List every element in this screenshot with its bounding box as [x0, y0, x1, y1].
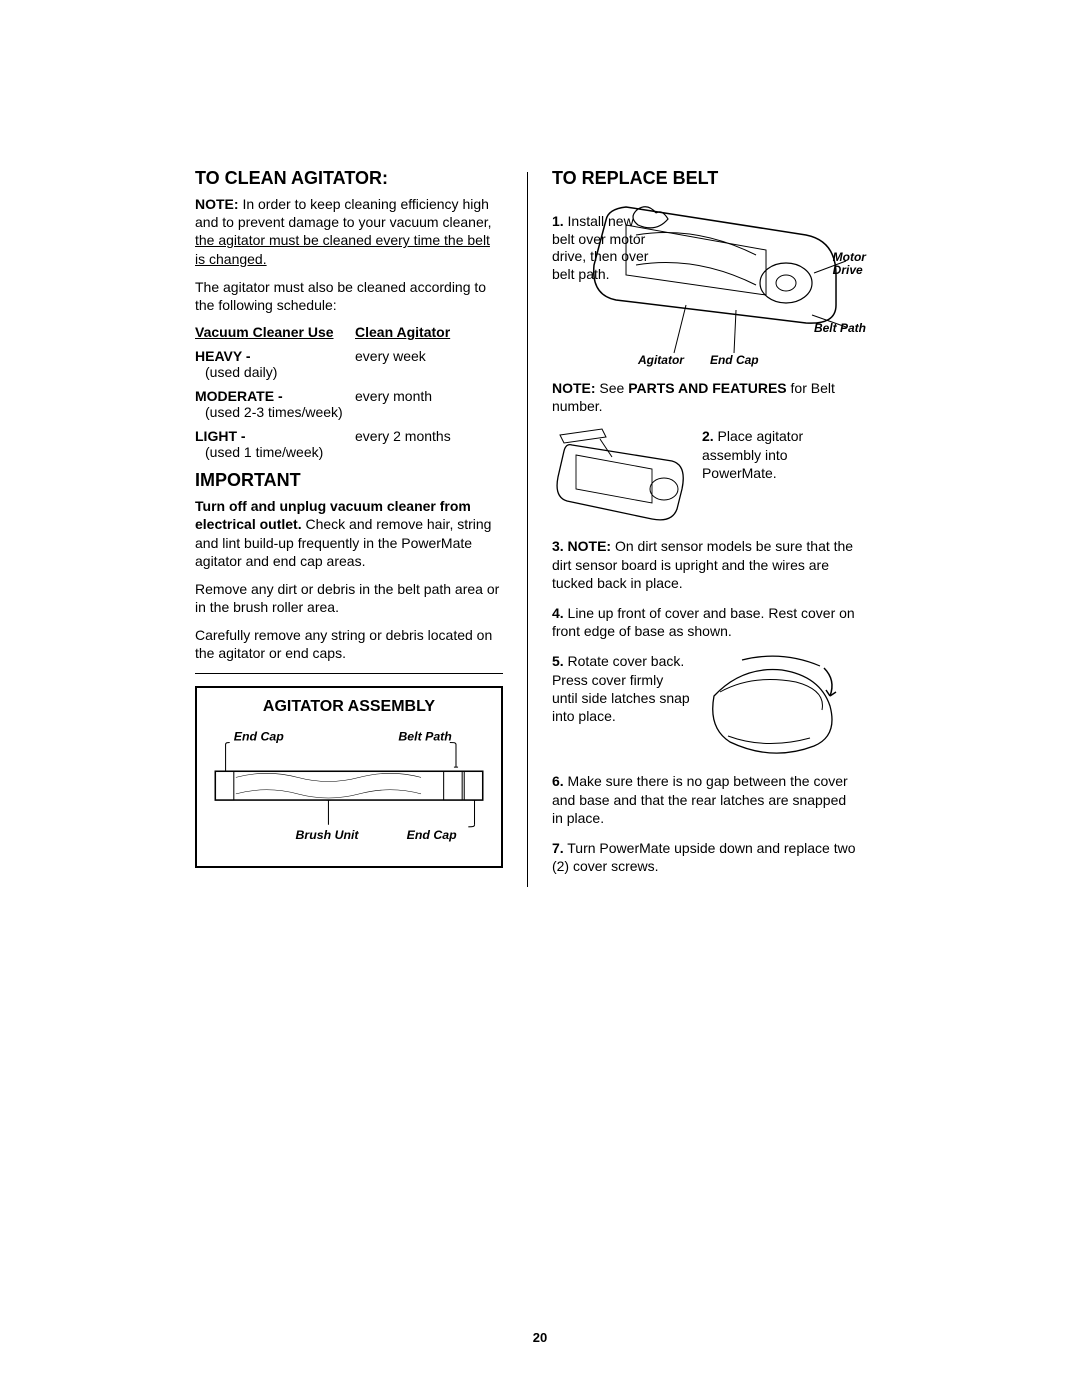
step5-row: 5. Rotate cover back. Press cover firmly… [552, 652, 860, 762]
label-brush-unit: Brush Unit [296, 828, 360, 842]
page-number: 20 [0, 1330, 1080, 1345]
step2-text: 2. Place agitator assembly into PowerMat… [702, 427, 860, 482]
use-bold: LIGHT - [195, 428, 246, 444]
label-beltpath: Belt Path [398, 729, 452, 743]
step7-rest: Turn PowerMate upside down and replace t… [552, 840, 856, 874]
use-sub: (used daily) [195, 364, 277, 380]
label-endcap-top: End Cap [234, 729, 284, 743]
note-prefix: NOTE: [195, 196, 242, 212]
label-belt-path: Belt Path [814, 321, 866, 335]
step2-row: 2. Place agitator assembly into PowerMat… [552, 427, 860, 527]
belt-diagram-1: 1. Install new belt over motor drive, th… [552, 195, 860, 365]
note-parts: NOTE: See PARTS AND FEATURES for Belt nu… [552, 379, 860, 415]
step6-rest: Make sure there is no gap between the co… [552, 773, 848, 825]
cell-use: MODERATE - (used 2-3 times/week) [195, 388, 355, 420]
step3-bold: 3. NOTE: [552, 538, 611, 554]
column-divider [527, 172, 528, 887]
step7-bold: 7. [552, 840, 564, 856]
left-column: TO CLEAN AGITATOR: NOTE: In order to kee… [195, 168, 503, 887]
cell-clean: every month [355, 388, 503, 420]
step7: 7. Turn PowerMate upside down and replac… [552, 839, 860, 875]
important-p1: Turn off and unplug vacuum cleaner from … [195, 497, 503, 570]
step1-text: 1. Install new belt over motor drive, th… [552, 213, 652, 283]
schedule-row: MODERATE - (used 2-3 times/week) every m… [195, 388, 503, 420]
cover-rotate-diagram [702, 652, 842, 762]
label-end-cap: End Cap [710, 353, 759, 367]
step6: 6. Make sure there is no gap between the… [552, 772, 860, 827]
header-use: Vacuum Cleaner Use [195, 324, 355, 340]
heading-replace-belt: TO REPLACE BELT [552, 168, 860, 189]
schedule-row: LIGHT - (used 1 time/week) every 2 month… [195, 428, 503, 460]
note-paragraph: NOTE: In order to keep cleaning efficien… [195, 195, 503, 268]
cell-use: HEAVY - (used daily) [195, 348, 355, 380]
divider-line [195, 673, 503, 674]
step6-bold: 6. [552, 773, 564, 789]
header-clean: Clean Agitator [355, 324, 503, 340]
label-endcap-bottom: End Cap [407, 828, 457, 842]
use-sub: (used 1 time/week) [195, 444, 323, 460]
important-p3: Carefully remove any string or debris lo… [195, 626, 503, 662]
use-bold: MODERATE - [195, 388, 283, 404]
cell-clean: every week [355, 348, 503, 380]
manual-page: TO CLEAN AGITATOR: NOTE: In order to kee… [195, 168, 860, 887]
step4-rest: Line up front of cover and base. Rest co… [552, 605, 855, 639]
agitator-insert-diagram [552, 427, 692, 527]
schedule-row: HEAVY - (used daily) every week [195, 348, 503, 380]
label-agitator: Agitator [638, 353, 684, 367]
schedule-intro: The agitator must also be cleaned accord… [195, 278, 503, 314]
important-p2: Remove any dirt or debris in the belt pa… [195, 580, 503, 616]
step5-text: 5. Rotate cover back. Press cover firmly… [552, 652, 692, 725]
assembly-title: AGITATOR ASSEMBLY [205, 698, 493, 716]
label-motor-drive: MotorDrive [833, 251, 866, 277]
cell-clean: every 2 months [355, 428, 503, 460]
schedule-header: Vacuum Cleaner Use Clean Agitator [195, 324, 503, 340]
important-heading: IMPORTANT [195, 470, 503, 491]
cell-use: LIGHT - (used 1 time/week) [195, 428, 355, 460]
step4: 4. Line up front of cover and base. Rest… [552, 604, 860, 640]
step3: 3. NOTE: On dirt sensor models be sure t… [552, 537, 860, 592]
note-underlined: the agitator must be cleaned every time … [195, 232, 490, 266]
step4-bold: 4. [552, 605, 564, 621]
use-bold: HEAVY - [195, 348, 251, 364]
agitator-assembly-box: AGITATOR ASSEMBLY End Cap Belt Path [195, 686, 503, 868]
right-column: TO REPLACE BELT [552, 168, 860, 887]
agitator-diagram: End Cap Belt Path [205, 726, 493, 849]
use-sub: (used 2-3 times/week) [195, 404, 343, 420]
heading-clean-agitator: TO CLEAN AGITATOR: [195, 168, 503, 189]
